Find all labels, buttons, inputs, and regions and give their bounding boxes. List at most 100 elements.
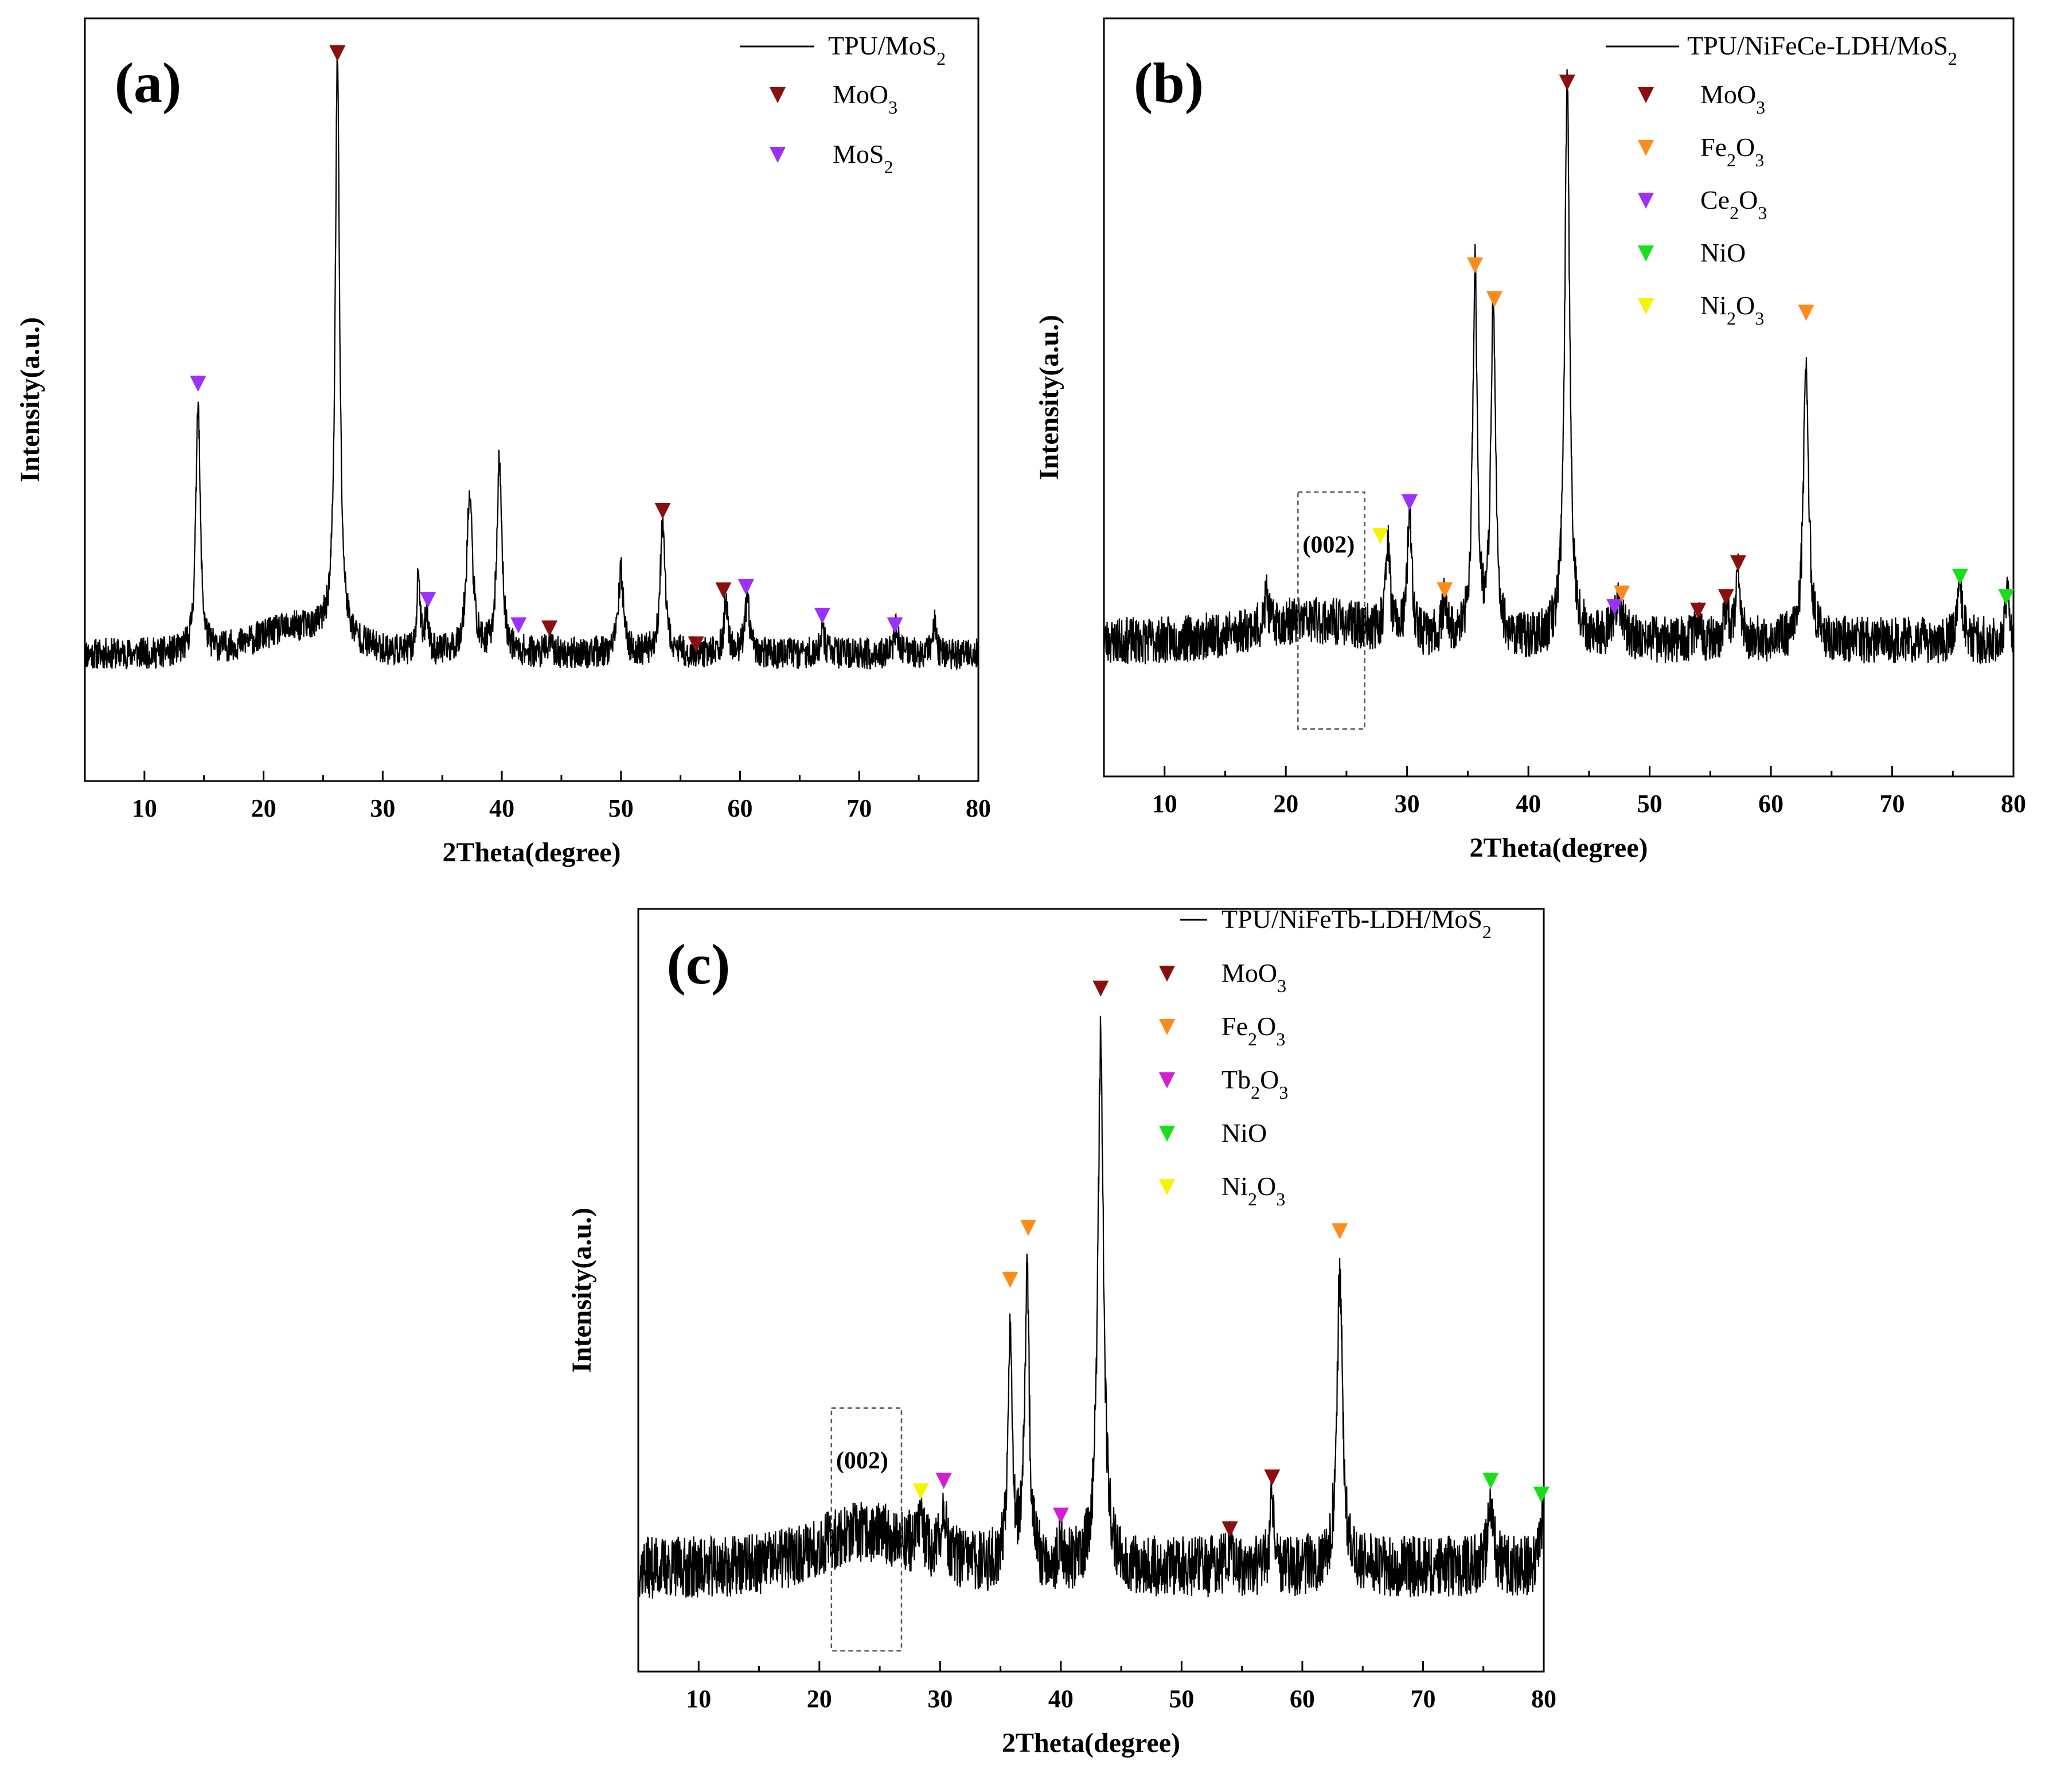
x-axis-title: 2Theta(degree)	[442, 837, 620, 868]
y-axis-title: Intensity(a.u.)	[1034, 315, 1064, 480]
subscript: 2	[936, 48, 946, 69]
label-part: O	[1257, 1172, 1276, 1201]
label-part: NiO	[1221, 1118, 1267, 1147]
phase-marker-MoO3	[1718, 589, 1734, 606]
phase-marker-MoO3	[654, 502, 671, 519]
legend-label-Ce2O3: Ce2O3	[1700, 185, 1767, 223]
plot-frame	[637, 908, 1545, 1673]
label-part: NiO	[1700, 238, 1746, 267]
phase-marker-MoO3	[1559, 75, 1575, 91]
legend-marker-NiO	[1638, 245, 1654, 261]
legend-marker-MoO3	[1159, 966, 1175, 982]
legend-marker-MoO3	[770, 87, 786, 103]
x-tick-label: 50	[1637, 790, 1662, 818]
subscript: 3	[1758, 202, 1767, 223]
legend-series-label: TPU/NiFeCe-LDH/MoS2	[1687, 31, 1957, 69]
phase-marker-Fe2O3	[1467, 257, 1484, 274]
subscript: 3	[1756, 97, 1765, 118]
legend-label-NiO: NiO	[1700, 238, 1746, 267]
xrd-trace-TPU/NiFeCe-LDH/MoS2	[1103, 69, 2015, 665]
phase-marker-Fe2O3	[1332, 1223, 1348, 1240]
legend-label-MoS2: MoS2	[833, 139, 893, 177]
x-tick-label: 40	[489, 794, 514, 822]
legend-marker-NiO	[1159, 1126, 1175, 1142]
phase-marker-Tb2O3	[935, 1473, 952, 1489]
legend-label-Ni2O3: Ni2O3	[1221, 1172, 1285, 1209]
xrd-trace-TPU/MoS2	[84, 54, 979, 671]
subscript: 2	[1251, 1082, 1260, 1103]
x-tick-label: 70	[1880, 790, 1905, 818]
phase-marker-MoO3	[1221, 1521, 1238, 1538]
phase-marker-MoS2	[887, 617, 903, 634]
x-tick-label: 80	[1531, 1685, 1556, 1713]
label-part: Ni	[1221, 1172, 1248, 1201]
subscript: 2	[1730, 202, 1739, 223]
phase-marker-NiO	[1952, 568, 1968, 585]
subscript: 2	[1482, 922, 1492, 942]
phase-marker-Fe2O3	[1002, 1271, 1018, 1288]
phase-marker-MoO3	[1264, 1469, 1281, 1486]
label-part: Fe	[1221, 1012, 1248, 1041]
phase-marker-NiO	[1998, 589, 2015, 606]
x-tick-label: 50	[608, 794, 634, 822]
label-part: TPU/NiFeTb-LDH/MoS	[1221, 904, 1482, 934]
x-axis-title: 2Theta(degree)	[1002, 1728, 1180, 1758]
x-tick-label: 20	[1273, 790, 1298, 818]
panel-a-chart: 10 20 30 40 50 60 70 80 2Theta(degree) Intensity(…	[15, 17, 991, 868]
x-tick-label: 40	[1048, 1685, 1074, 1713]
legend-marker-Ce2O3	[1638, 193, 1654, 209]
label-part: MoO	[1221, 958, 1277, 987]
subscript: 2	[1948, 48, 1957, 69]
subscript: 3	[1276, 1189, 1285, 1209]
x-tick-label: 10	[132, 794, 157, 822]
subscript: 3	[1276, 1029, 1285, 1049]
x-tick-label: 60	[1290, 1685, 1315, 1713]
label-part: TPU/NiFeCe-LDH/MoS	[1687, 31, 1948, 60]
x-tick-label: 80	[2001, 790, 2026, 818]
label-part: MoS	[833, 139, 884, 169]
subscript: 3	[1755, 150, 1764, 170]
y-axis-title: Intensity(a.u.)	[567, 1208, 597, 1373]
subscript: 3	[1277, 975, 1286, 996]
phase-marker-Fe2O3	[1020, 1220, 1037, 1236]
phase-marker-Ni2O3	[912, 1483, 929, 1500]
subscript: 3	[1279, 1082, 1288, 1103]
legend-marker-MoO3	[1638, 87, 1654, 103]
subscript: 2	[1248, 1189, 1257, 1209]
phase-marker-Ce2O3	[1606, 599, 1623, 615]
subscript: 2	[1248, 1029, 1257, 1049]
x-tick-label: 10	[686, 1685, 711, 1713]
legend-label-NiO: NiO	[1221, 1118, 1267, 1147]
panel-b-chart: 10 20 30 40 50 60 70 80 2Theta(degree) Intensity(…	[1034, 17, 2026, 863]
label-part: MoO	[1700, 80, 1756, 109]
legend-series-label: TPU/MoS2	[828, 31, 946, 69]
y-axis-title: Intensity(a.u.)	[15, 317, 45, 482]
phase-marker-Fe2O3	[1613, 585, 1630, 602]
panel-letter: (c)	[667, 932, 731, 996]
phase-marker-Fe2O3	[1798, 304, 1814, 321]
x-tick-label: 70	[1410, 1685, 1435, 1713]
label-part: Tb	[1221, 1065, 1251, 1094]
phase-marker-MoO3	[715, 582, 732, 599]
legend-label-MoO3: MoO3	[833, 80, 897, 118]
subscript: 2	[1727, 308, 1736, 329]
x-tick-label: 70	[846, 794, 872, 822]
x-tick-label: 30	[1395, 790, 1420, 818]
phase-marker-MoS2	[737, 579, 754, 595]
xrd-trace-TPU/NiFeTb-LDH/MoS2	[637, 1016, 1545, 1599]
legend-label-MoO3: MoO3	[1700, 80, 1765, 118]
legend-marker-Ni2O3	[1638, 298, 1654, 314]
legend-series-label: TPU/NiFeTb-LDH/MoS2	[1221, 904, 1492, 942]
legend-marker-MoS2	[770, 147, 786, 163]
label-part: O	[1257, 1012, 1276, 1041]
plot-frame	[1103, 17, 2015, 778]
phase-marker-MoO3	[688, 636, 704, 653]
legend-label-Tb2O3: Tb2O3	[1221, 1065, 1288, 1103]
panel-letter: (b)	[1134, 51, 1204, 115]
legend-label-MoO3: MoO3	[1221, 958, 1286, 996]
phase-marker-Fe2O3	[1437, 582, 1453, 599]
label-part: TPU/MoS	[828, 31, 936, 60]
label-part: MoO	[833, 80, 888, 109]
phase-marker-MoO3	[1092, 981, 1109, 997]
legend-label-Fe2O3: Fe2O3	[1700, 132, 1764, 170]
